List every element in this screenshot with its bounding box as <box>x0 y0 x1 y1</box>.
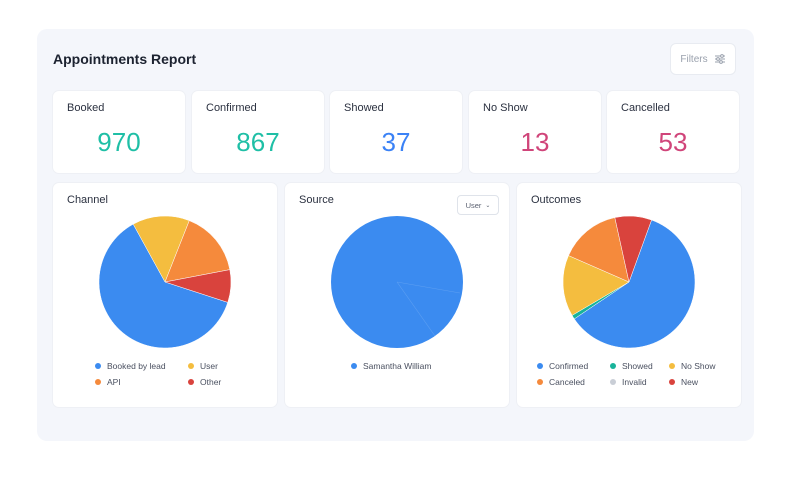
legend-no-show: No Show <box>669 361 716 371</box>
legend-other: Other <box>188 377 221 387</box>
stat-label: No Show <box>483 102 528 114</box>
legend-dot <box>669 363 675 369</box>
stat-value: 53 <box>658 127 688 157</box>
source-pie-chart <box>331 216 463 348</box>
stat-label: Confirmed <box>206 102 257 114</box>
legend-samantha-william: Samantha William <box>351 361 432 371</box>
legend-booked-by-lead: Booked by lead <box>95 361 166 371</box>
stat-label: Booked <box>67 102 105 114</box>
page-title: Appointments Report <box>53 51 197 67</box>
pie-slice-user <box>132 215 190 283</box>
legend-dot <box>351 363 357 369</box>
legend-dot <box>537 379 543 385</box>
legend-label: Invalid <box>622 377 647 387</box>
pie-divider-line <box>396 281 436 337</box>
legend-label: Samantha William <box>363 361 432 371</box>
stat-card-cancelled: Cancelled 53 <box>607 91 739 173</box>
stat-card-booked: Booked 970 <box>53 91 185 173</box>
stat-value: 13 <box>520 127 550 157</box>
legend-label: Showed <box>622 361 653 371</box>
legend-label: Confirmed <box>549 361 589 371</box>
legend-label: New <box>681 377 699 387</box>
filters-label: Filters <box>680 53 708 65</box>
report-panel: Appointments Report Filters Booked 970 C… <box>37 29 754 441</box>
filters-button[interactable]: Filters <box>670 43 736 75</box>
legend-dot <box>95 379 101 385</box>
sliders-icon <box>714 54 725 64</box>
legend-user: User <box>188 361 218 371</box>
pie-divider-line <box>396 281 461 294</box>
stat-value: 37 <box>381 127 411 157</box>
stat-value: 867 <box>236 127 280 157</box>
pie-slice-new <box>614 215 652 283</box>
legend-dot <box>610 379 616 385</box>
legend-dot <box>537 363 543 369</box>
pie-slice-booked-by-lead <box>98 223 229 349</box>
stat-card-showed: Showed 37 <box>330 91 462 173</box>
legend-canceled: Canceled <box>537 377 585 387</box>
stat-card-no-show: No Show 13 <box>469 91 601 173</box>
legend-showed: Showed <box>610 361 653 371</box>
channel-card: Channel Booked by lead User API Other <box>53 183 277 407</box>
legend-dot <box>669 379 675 385</box>
stat-value: 970 <box>97 127 141 157</box>
legend-label: Other <box>200 377 222 387</box>
outcomes-title: Outcomes <box>531 194 582 206</box>
pie-slice-api <box>164 220 231 283</box>
legend-label: User <box>200 361 218 371</box>
pie-slice-no-show <box>562 255 630 316</box>
source-title: Source <box>299 194 334 206</box>
legend-dot <box>95 363 101 369</box>
chevron-down-icon: ⌄ <box>485 202 491 209</box>
stat-card-confirmed: Confirmed 867 <box>192 91 324 173</box>
pie-slice-canceled <box>568 217 630 283</box>
outcomes-card: Outcomes Confirmed Showed No Show Cancel… <box>517 183 741 407</box>
stat-label: Cancelled <box>621 102 670 114</box>
source-filter-select[interactable]: User ⌄ <box>457 195 499 215</box>
legend-label: Booked by lead <box>107 361 166 371</box>
legend-dot <box>610 363 616 369</box>
legend-dot <box>188 363 194 369</box>
legend-label: API <box>107 377 121 387</box>
legend-dot <box>188 379 194 385</box>
legend-new: New <box>669 377 698 387</box>
stat-label: Showed <box>344 102 384 114</box>
channel-pie-chart <box>98 215 232 349</box>
legend-confirmed: Confirmed <box>537 361 588 371</box>
source-card: Source User ⌄ Samantha William <box>285 183 509 407</box>
legend-api: API <box>95 377 121 387</box>
legend-label: Canceled <box>549 377 585 387</box>
legend-label: No Show <box>681 361 716 371</box>
pie-slice-confirmed <box>573 219 696 349</box>
channel-title: Channel <box>67 194 108 206</box>
pie-slice-other <box>164 269 232 303</box>
legend-invalid: Invalid <box>610 377 647 387</box>
outcomes-pie-chart <box>562 215 696 349</box>
select-value: User <box>465 200 482 210</box>
